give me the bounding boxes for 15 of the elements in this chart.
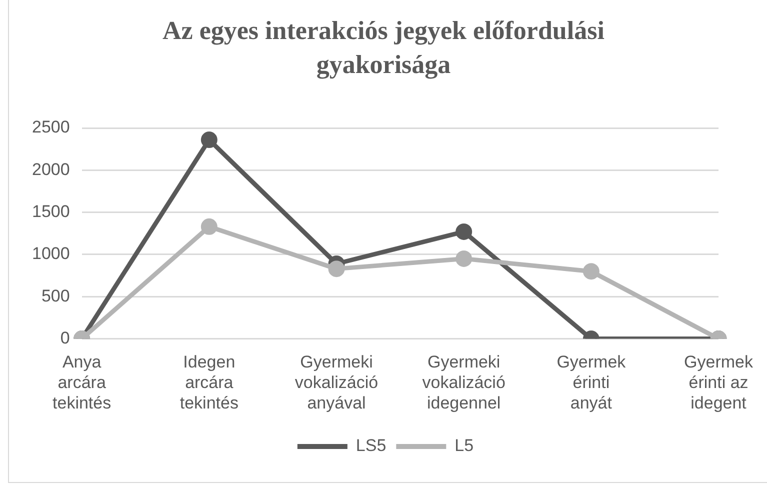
x-tick-label: Gyermek érinti az idegent bbox=[684, 352, 754, 412]
y-tick-label: 0 bbox=[60, 328, 70, 348]
x-tick-label: Anya arcára tekintés bbox=[52, 352, 112, 412]
y-tick-label: 1500 bbox=[32, 202, 70, 222]
x-tick-label: Gyermeki vokalizáció anyával bbox=[294, 352, 378, 412]
x-tick-label: Gyermeki vokalizáció idegennel bbox=[422, 352, 506, 412]
chart-title: Az egyes interakciós jegyek előfordulási gyakorisága bbox=[162, 15, 606, 81]
y-tick-label: 500 bbox=[41, 286, 70, 306]
x-tick-label: Gyermek érinti anyát bbox=[556, 352, 626, 412]
x-tick-label: Idegen arcára tekintés bbox=[180, 352, 238, 412]
legend-label: LS5 bbox=[356, 436, 386, 456]
y-tick-label: 1000 bbox=[32, 244, 70, 264]
legend-label: L5 bbox=[454, 436, 474, 456]
y-tick-label: 2000 bbox=[32, 160, 70, 179]
y-tick-label: 2500 bbox=[32, 118, 70, 137]
